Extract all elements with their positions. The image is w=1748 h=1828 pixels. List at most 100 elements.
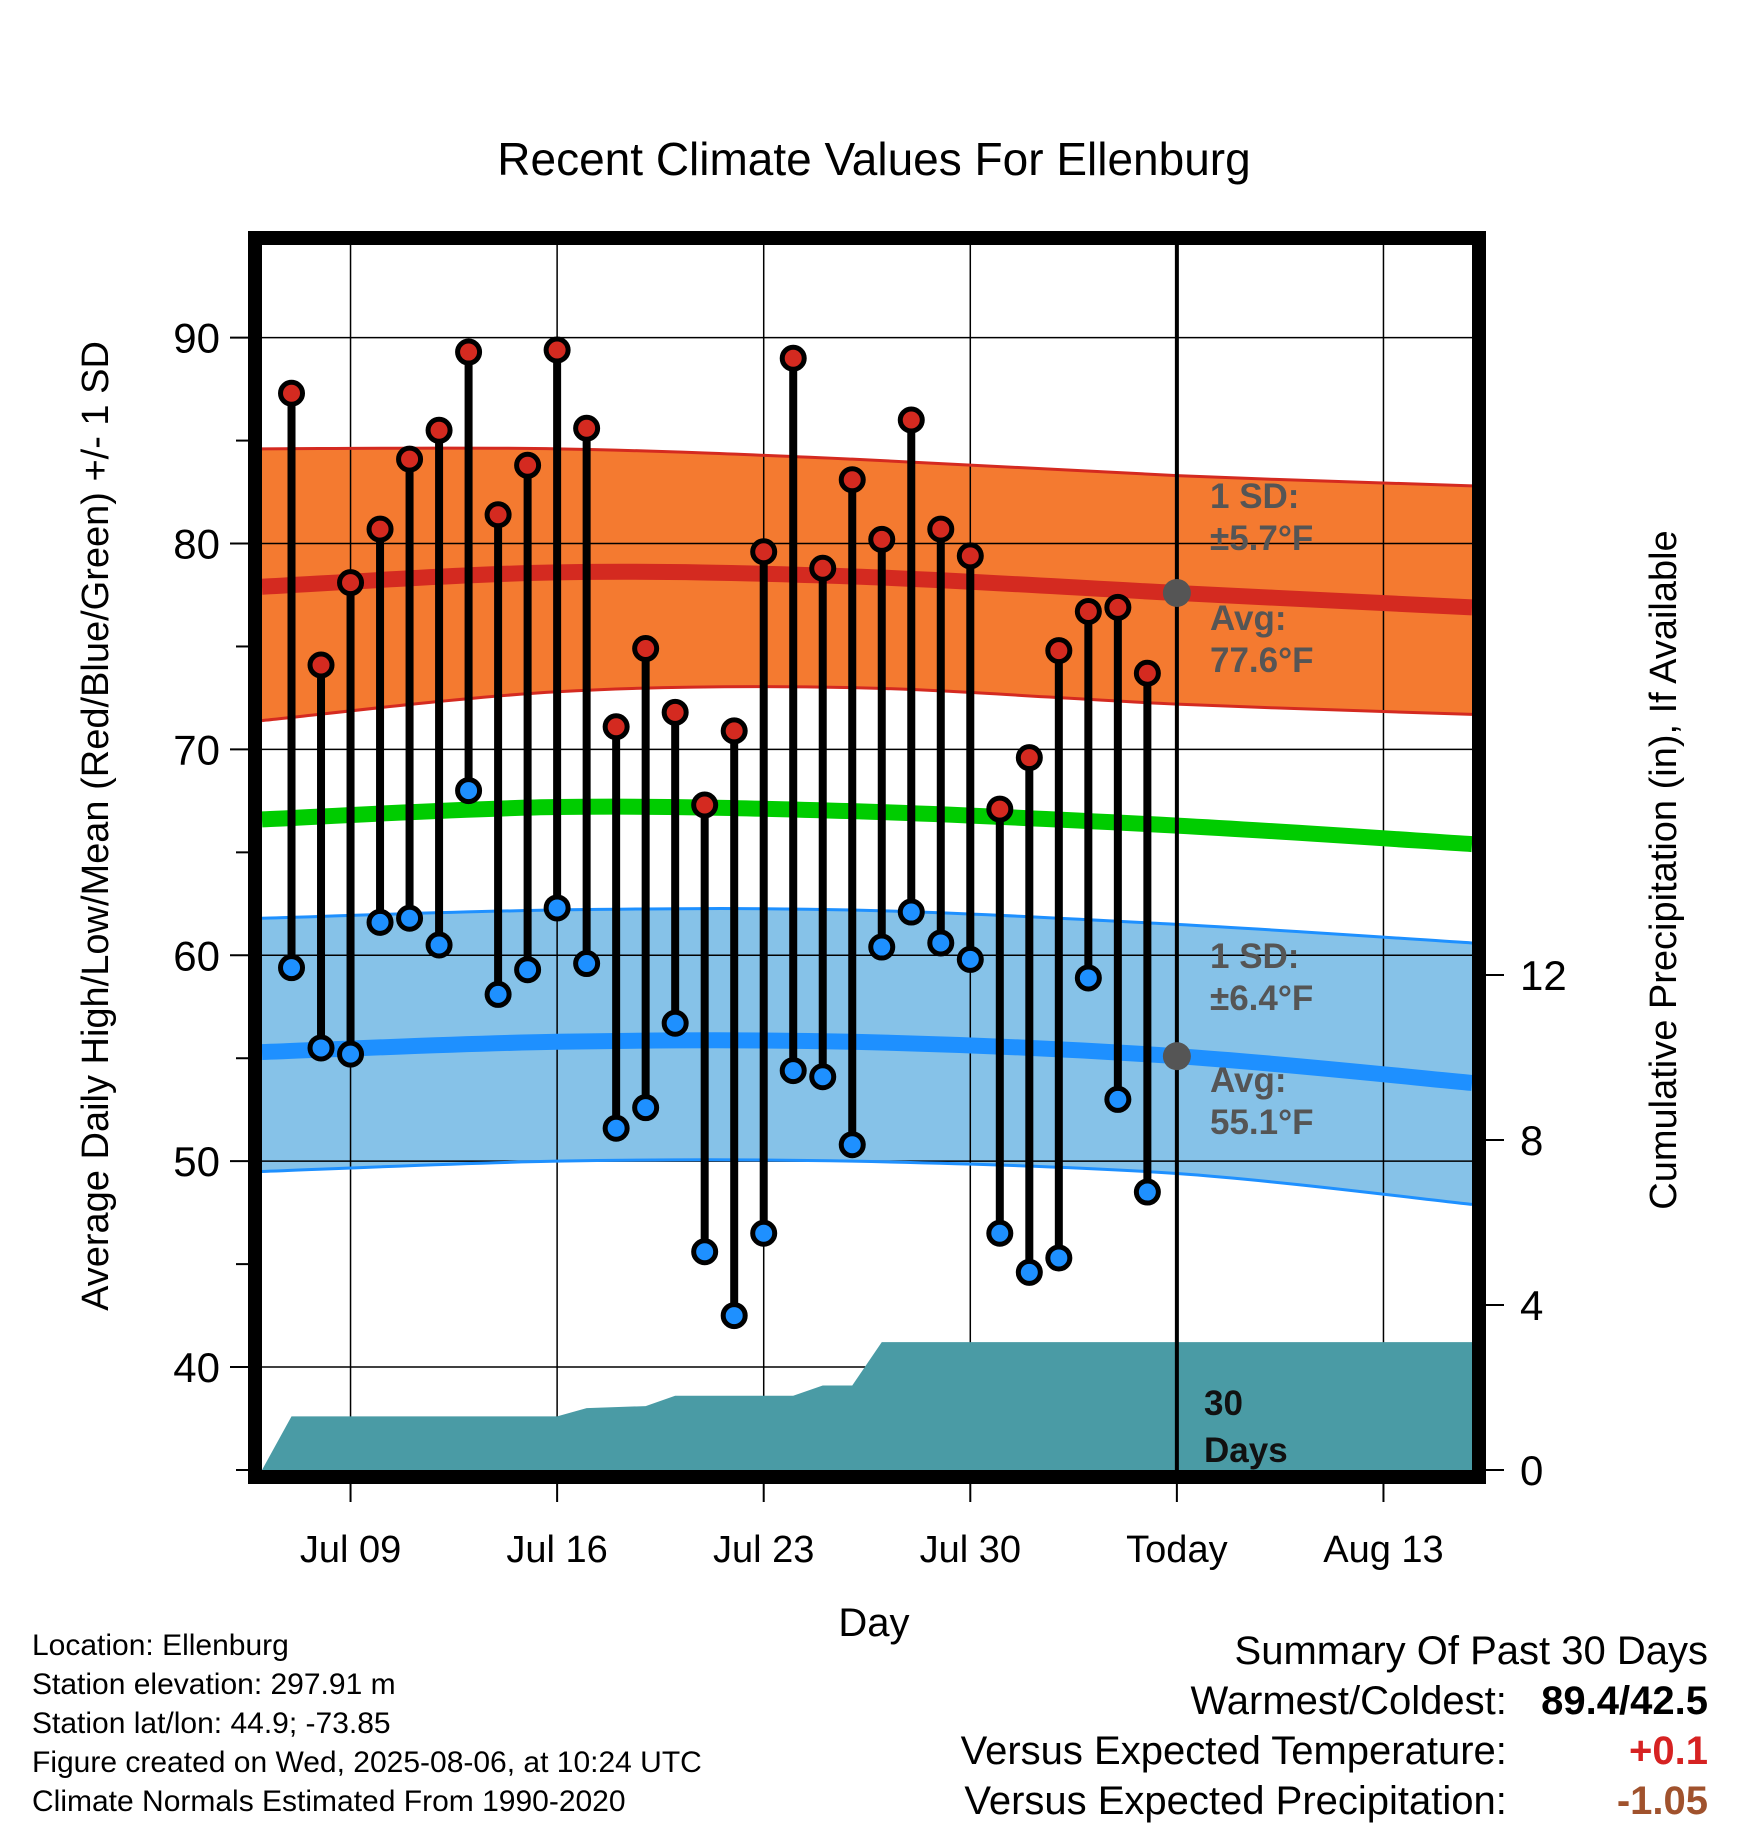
daily-low-point [514,956,542,984]
daily-high-point [278,379,306,407]
daily-low-point [956,945,984,973]
y2-tick-label: 4 [1520,1282,1543,1329]
daily-high-point [514,451,542,479]
x-tick-label: Aug 13 [1323,1529,1443,1571]
daily-low-point [838,1131,866,1159]
daily-high-point [602,713,630,741]
daily-low-point [455,777,483,805]
location-text: Location: Ellenburg [32,1629,289,1662]
avg-mean-line [261,798,1473,853]
daily-low-point [573,950,601,978]
chart-title: Recent Climate Values For Ellenburg [497,133,1250,185]
low-sd-value: ±6.4°F [1210,979,1313,1018]
daily-high-point [1104,593,1132,621]
y2-axis-label: Cumulative Precipitation (in), If Availa… [1643,530,1685,1209]
temp-diff-value: +0.1 [1629,1729,1708,1773]
x-tick-label: Today [1126,1529,1227,1571]
daily-high-point [396,445,424,473]
x-axis-label: Day [838,1601,909,1645]
low-sd-lower-line [261,1158,1473,1206]
low-avg-label: Avg: [1210,1061,1286,1100]
low-sd-band [262,908,1472,1205]
daily-high-point [1015,744,1043,772]
daily-high-point [366,515,394,543]
x-tick-label: Jul 09 [300,1529,401,1571]
plot-area [261,245,1473,1470]
daily-high-point [307,651,335,679]
daily-low-point [720,1302,748,1330]
x-tick-label: Jul 30 [920,1529,1021,1571]
daily-low-point [779,1057,807,1085]
daily-high-point [1074,597,1102,625]
daily-high-point [484,501,512,529]
precip-area [262,1342,1472,1470]
y2-tick-label: 8 [1520,1117,1543,1164]
daily-high-point [809,554,837,582]
plot-frame [248,231,1486,1484]
daily-low-point [396,904,424,932]
daily-low-point [661,1009,689,1037]
daily-low-point [337,1040,365,1068]
daily-high-point [750,538,778,566]
daily-high-point [691,791,719,819]
today-avg-low-marker [1162,1042,1191,1071]
y2-tick-label: 0 [1520,1447,1543,1494]
axes: 40 50 60 70 80 90 0 4 8 12 Jul 09 Jul 16 Jul 23 Jul 3… [173,231,1567,1571]
days-annotation: 30 Days [1204,1384,1288,1470]
created-text: Figure created on Wed, 2025-08-06, at 10… [32,1746,702,1779]
daily-low-point [602,1114,630,1142]
daily-low-point [632,1094,660,1122]
daily-low-point [897,898,925,926]
daily-low-point [278,954,306,982]
daily-high-point [927,515,955,543]
summary-panel: Summary Of Past 30 Days Warmest/Coldest:… [961,1626,1708,1826]
elevation-text: Station elevation: 297.91 m [32,1668,396,1701]
x-tick-label: Jul 16 [506,1529,607,1571]
high-sd-value: ±5.7°F [1210,519,1313,558]
daily-high-point [868,525,896,553]
summary-title: Summary Of Past 30 Days [1234,1629,1708,1673]
y-tick-label: 90 [173,315,220,362]
precip-diff-label: Versus Expected Precipitation: [964,1779,1507,1823]
daily-high-point [425,416,453,444]
daily-high-point [720,717,748,745]
days-number: 30 [1204,1384,1243,1423]
today-avg-high-marker [1162,578,1191,607]
y2-tick-label: 12 [1520,952,1567,999]
daily-low-point [1133,1178,1161,1206]
daily-low-point [425,931,453,959]
daily-high-point [838,466,866,494]
days-word: Days [1204,1431,1288,1470]
y-tick-label: 60 [173,932,220,979]
daily-high-point [573,414,601,442]
temp-diff-label: Versus Expected Temperature: [960,1729,1507,1773]
daily-high-point [455,338,483,366]
low-avg-value: 55.1°F [1210,1103,1314,1142]
daily-low-point [1104,1085,1132,1113]
daily-low-point [868,933,896,961]
low-sd-label: 1 SD: [1210,937,1299,976]
daily-high-point [337,569,365,597]
daily-low-point [366,908,394,936]
annotations: 1 SD: ±5.7°F Avg: 77.6°F 1 SD: ±6.4°F Av… [1210,477,1314,1142]
daily-low-point [986,1219,1014,1247]
daily-low-point [927,929,955,957]
precip-diff-value: -1.05 [1616,1779,1708,1823]
daily-low-point [307,1034,335,1062]
daily-low-point [1015,1258,1043,1286]
y-tick-label: 80 [173,521,220,568]
high-avg-value: 77.6°F [1210,641,1314,680]
daily-low-point [543,894,571,922]
normals-text: Climate Normals Estimated From 1990-2020 [32,1785,626,1818]
daily-high-point [661,698,689,726]
x-tick-label: Jul 23 [713,1529,814,1571]
warmest-label: Warmest/Coldest: [1190,1679,1507,1723]
y-tick-label: 40 [173,1344,220,1391]
summary-precip-row: Versus Expected Precipitation: -1.05 [961,1776,1708,1826]
daily-low-point [691,1238,719,1266]
daily-high-point [956,542,984,570]
daily-high-point [1133,659,1161,687]
daily-low-point [750,1219,778,1247]
daily-high-point [1045,637,1073,665]
daily-high-point [632,635,660,663]
